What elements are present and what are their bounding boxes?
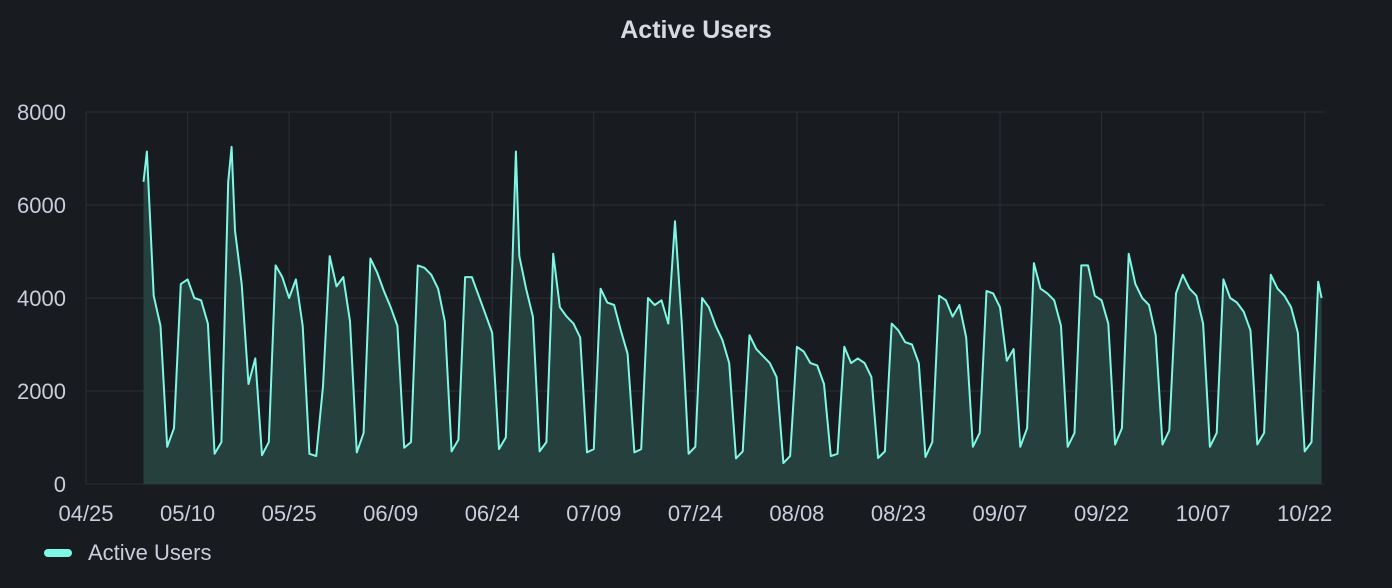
legend: Active Users	[44, 538, 211, 568]
x-tick-label: 08/08	[769, 501, 824, 526]
series-area	[143, 146, 1322, 484]
x-tick-label: 05/10	[160, 501, 215, 526]
legend-line-swatch-icon[interactable]	[44, 549, 72, 557]
legend-label[interactable]: Active Users	[88, 540, 212, 565]
y-tick-label: 6000	[17, 193, 66, 218]
y-tick-label: 8000	[17, 100, 66, 125]
x-tick-label: 09/07	[972, 501, 1027, 526]
x-tick-label: 05/25	[262, 501, 317, 526]
y-tick-label: 0	[54, 472, 66, 497]
x-tick-label: 06/24	[465, 501, 520, 526]
x-tick-label: 09/22	[1074, 501, 1129, 526]
x-tick-label: 06/09	[363, 501, 418, 526]
x-tick-label: 04/25	[58, 501, 113, 526]
series-line	[142, 145, 1323, 465]
x-tick-label: 10/22	[1277, 501, 1332, 526]
y-tick-label: 2000	[17, 379, 66, 404]
panel-title: Active Users	[620, 16, 772, 44]
x-tick-label: 07/09	[566, 501, 621, 526]
y-tick-label: 4000	[17, 286, 66, 311]
x-tick-label: 07/24	[668, 501, 723, 526]
x-tick-label: 08/23	[871, 501, 926, 526]
x-tick-label: 10/07	[1176, 501, 1231, 526]
